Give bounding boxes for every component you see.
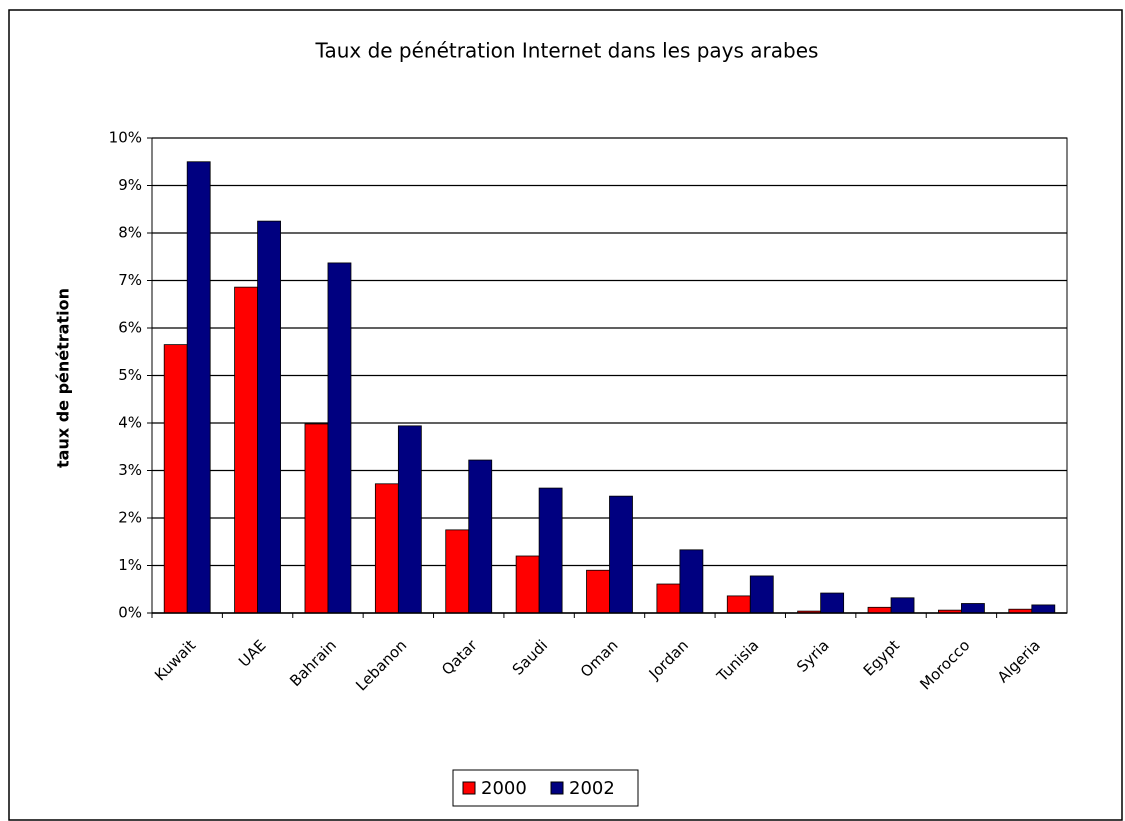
bar xyxy=(890,597,915,614)
legend-label: 2002 xyxy=(569,778,615,799)
y-tick-label: 8% xyxy=(118,224,142,242)
y-tick-label: 10% xyxy=(109,129,142,147)
chart-title: Taux de pénétration Internet dans les pa… xyxy=(315,39,819,63)
bar xyxy=(304,423,329,614)
y-tick-label: 6% xyxy=(118,319,142,337)
bar xyxy=(820,592,845,614)
y-tick-label: 3% xyxy=(118,461,142,479)
y-tick-label: 1% xyxy=(118,556,142,574)
bar xyxy=(679,549,704,614)
legend-label: 2000 xyxy=(481,778,527,799)
bar xyxy=(257,220,281,614)
bar xyxy=(515,555,540,614)
y-tick-label: 5% xyxy=(118,366,142,384)
y-tick-label: 4% xyxy=(118,414,142,432)
legend-box xyxy=(452,769,639,807)
legend-swatch xyxy=(462,781,476,795)
bar xyxy=(397,425,422,614)
bar xyxy=(445,529,470,614)
bar xyxy=(163,344,188,614)
legend-swatch xyxy=(550,781,564,795)
bar xyxy=(234,286,258,614)
bar xyxy=(609,495,633,614)
bar xyxy=(374,483,399,614)
y-tick-label: 7% xyxy=(118,271,142,289)
bar xyxy=(1031,604,1056,614)
bar xyxy=(656,583,681,614)
bar xyxy=(749,575,774,614)
bar xyxy=(538,487,563,614)
y-tick-label: 2% xyxy=(118,509,142,527)
bar xyxy=(327,262,352,614)
y-tick-label: 0% xyxy=(118,604,142,622)
y-tick-label: 9% xyxy=(118,176,142,194)
bar xyxy=(186,161,211,614)
bar xyxy=(726,595,751,614)
bar xyxy=(961,603,985,614)
y-axis-label: taux de pénétration xyxy=(54,288,73,468)
bar xyxy=(468,459,493,614)
bar xyxy=(586,569,610,614)
bar xyxy=(867,606,892,614)
